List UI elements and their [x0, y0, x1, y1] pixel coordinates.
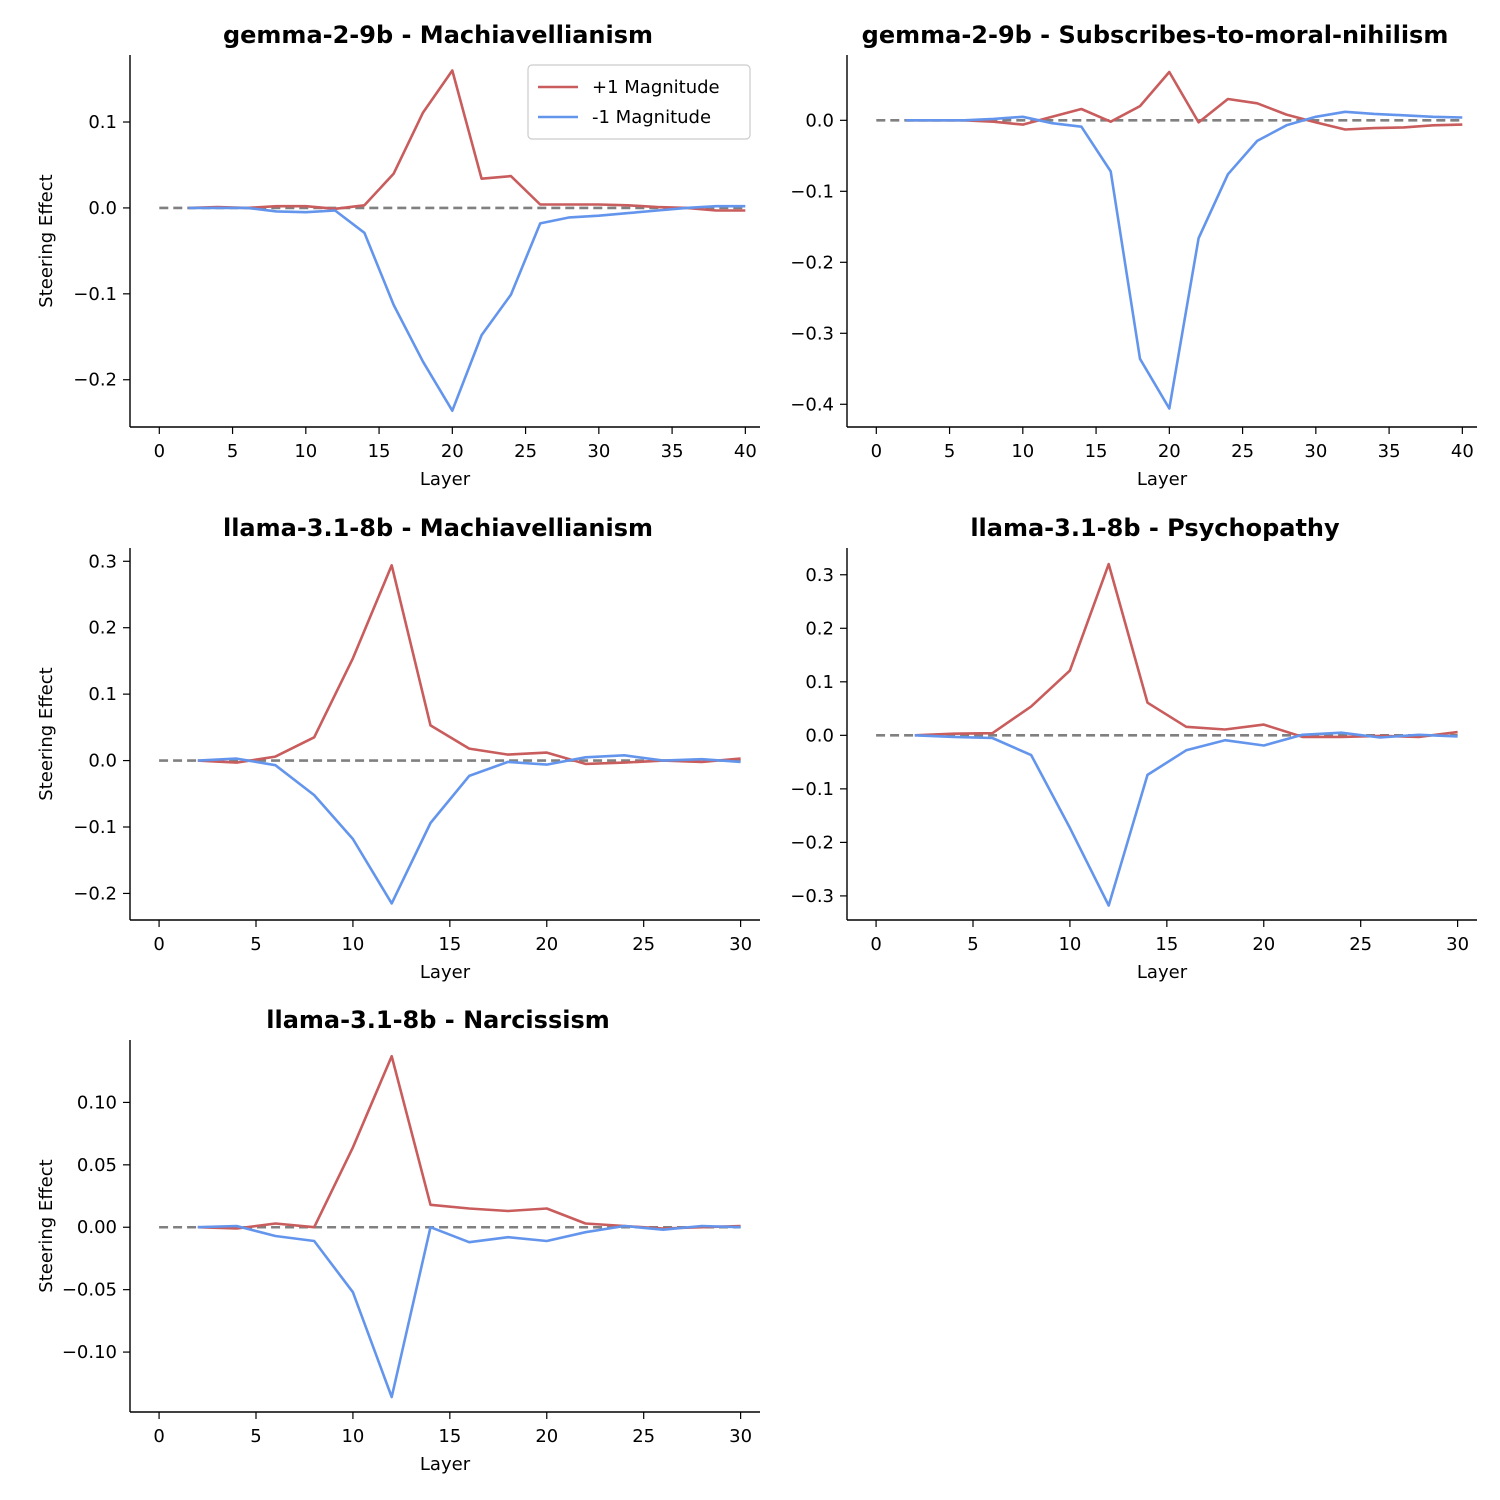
x-tick-label: 30 — [587, 441, 610, 462]
x-tick-label: 15 — [1155, 934, 1178, 955]
x-tick-label: 20 — [441, 441, 464, 462]
series-line-minus-one — [905, 110, 1463, 410]
series-line-minus-one — [188, 204, 746, 413]
legend-box — [527, 64, 751, 140]
series-line-plus-one — [197, 1054, 741, 1230]
y-tick-label: −0.1 — [73, 284, 117, 305]
x-tick-label: 30 — [1446, 934, 1469, 955]
x-tick-label: 10 — [341, 1426, 364, 1447]
x-tick-label: 40 — [734, 441, 757, 462]
y-tick-label: 0.1 — [88, 684, 117, 705]
y-axis-label: Steering Effect — [36, 174, 57, 307]
y-axis-label: Steering Effect — [36, 1159, 57, 1292]
y-tick-label: −0.2 — [790, 832, 834, 853]
subplot-4: llama-3.1-8b - Psychopathy 0 5 10 15 20 25 30 0.… — [790, 514, 1477, 983]
subplot-3: llama-3.1-8b - Machiavellianism 0 5 10 15 20 2… — [36, 514, 760, 983]
x-tick-label: 5 — [944, 441, 955, 462]
y-tick-label: 0.2 — [805, 618, 834, 639]
x-tick-label: 20 — [1252, 934, 1275, 955]
x-axis-label: Layer — [1137, 469, 1188, 490]
x-tick-label: 25 — [632, 934, 655, 955]
series-line-plus-one — [905, 70, 1463, 131]
y-axis-label: Steering Effect — [36, 667, 57, 800]
series-line-minus-one — [197, 753, 741, 905]
x-tick-label: 0 — [154, 441, 165, 462]
y-tick-label: −0.3 — [790, 323, 834, 344]
y-tick-label: −0.2 — [73, 883, 117, 904]
x-tick-label: 10 — [1058, 934, 1081, 955]
y-tick-label: −0.4 — [790, 394, 834, 415]
x-tick-label: 35 — [1378, 441, 1401, 462]
x-tick-label: 10 — [294, 441, 317, 462]
legend-label: +1 Magnitude — [592, 77, 720, 98]
x-tick-label: 35 — [661, 441, 684, 462]
chart-title: llama-3.1-8b - Narcissism — [266, 1006, 610, 1034]
x-tick-label: 40 — [1451, 441, 1474, 462]
y-tick-label: −0.1 — [73, 817, 117, 838]
x-tick-label: 30 — [1304, 441, 1327, 462]
series-line-plus-one — [914, 562, 1458, 739]
x-tick-label: 20 — [535, 934, 558, 955]
y-tick-label: −0.2 — [790, 252, 834, 273]
series-line-plus-one — [197, 563, 741, 766]
x-tick-label: 0 — [153, 1426, 164, 1447]
x-tick-label: 30 — [729, 1426, 752, 1447]
x-tick-label: 25 — [1349, 934, 1372, 955]
x-tick-label: 10 — [1011, 441, 1034, 462]
chart-title: gemma-2-9b - Machiavellianism — [223, 21, 653, 49]
subplot-5: llama-3.1-8b - Narcissism 0 5 10 15 20 25 30 0.1… — [36, 1006, 760, 1475]
x-axis-label: Layer — [420, 469, 471, 490]
x-tick-label: 20 — [535, 1426, 558, 1447]
x-tick-label: 25 — [632, 1426, 655, 1447]
y-tick-label: 0.1 — [88, 112, 117, 133]
y-tick-label: 0.1 — [805, 672, 834, 693]
y-tick-label: −0.10 — [62, 1342, 117, 1363]
x-axis-label: Layer — [420, 1454, 471, 1475]
chart-title: llama-3.1-8b - Machiavellianism — [223, 514, 653, 542]
x-tick-label: 0 — [153, 934, 164, 955]
x-tick-label: 25 — [1231, 441, 1254, 462]
x-tick-label: 5 — [250, 934, 261, 955]
x-axis-label: Layer — [1137, 962, 1188, 983]
x-tick-label: 30 — [729, 934, 752, 955]
y-tick-label: 0.3 — [88, 551, 117, 572]
x-tick-label: 15 — [368, 441, 391, 462]
x-tick-label: 5 — [227, 441, 238, 462]
chart-title: llama-3.1-8b - Psychopathy — [970, 514, 1340, 542]
x-tick-label: 15 — [1085, 441, 1108, 462]
y-tick-label: 0.0 — [88, 198, 117, 219]
y-tick-label: −0.3 — [790, 886, 834, 907]
y-tick-label: 0.10 — [77, 1092, 117, 1113]
x-tick-label: 0 — [870, 934, 881, 955]
x-tick-label: 5 — [250, 1426, 261, 1447]
y-tick-label: 0.0 — [88, 751, 117, 772]
y-tick-label: −0.1 — [790, 181, 834, 202]
x-tick-label: 25 — [514, 441, 537, 462]
x-tick-label: 20 — [1158, 441, 1181, 462]
y-tick-label: 0.0 — [805, 725, 834, 746]
y-tick-label: 0.0 — [805, 110, 834, 131]
y-tick-label: −0.05 — [62, 1280, 117, 1301]
subplot-1: gemma-2-9b - Machiavellianism 0 5 10 15 20 25 3… — [36, 21, 760, 490]
y-tick-label: −0.1 — [790, 779, 834, 800]
subplot-2: gemma-2-9b - Subscribes-to-moral-nihilis… — [790, 21, 1477, 490]
x-tick-label: 15 — [438, 934, 461, 955]
series-line-minus-one — [197, 1224, 741, 1399]
y-tick-label: −0.2 — [73, 370, 117, 391]
x-tick-label: 15 — [438, 1426, 461, 1447]
y-tick-label: 0.00 — [77, 1217, 117, 1238]
chart-title: gemma-2-9b - Subscribes-to-moral-nihilis… — [862, 21, 1449, 49]
legend: +1 Magnitude -1 Magnitude — [527, 64, 751, 140]
y-tick-label: 0.05 — [77, 1155, 117, 1176]
legend-label: -1 Magnitude — [592, 107, 711, 128]
x-tick-label: 5 — [967, 934, 978, 955]
y-tick-label: 0.2 — [88, 618, 117, 639]
x-tick-label: 0 — [871, 441, 882, 462]
series-line-minus-one — [914, 731, 1458, 907]
y-tick-label: 0.3 — [805, 565, 834, 586]
x-tick-label: 10 — [341, 934, 364, 955]
x-axis-label: Layer — [420, 962, 471, 983]
series-line-plus-one — [188, 69, 746, 212]
